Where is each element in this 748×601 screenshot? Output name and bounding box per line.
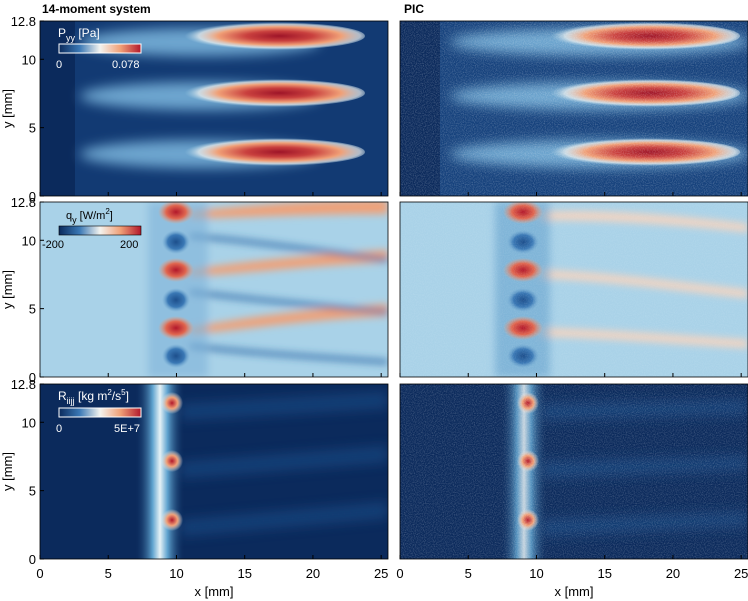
y-tick-label: 0 xyxy=(29,552,36,567)
x-tick-label: 20 xyxy=(306,566,320,581)
colorbar-riijj-label: Riijj [kg m2/s5] xyxy=(58,388,129,406)
x-tick-label: 10 xyxy=(169,566,183,581)
y-tick-label: 10 xyxy=(22,52,36,67)
colorbar-pyy: Pyy [Pa] 0 0.078 xyxy=(56,26,142,71)
y-axis-label: y [mm] xyxy=(0,270,15,309)
y-tick-label: 5 xyxy=(29,484,36,499)
panel-qy-pic xyxy=(400,202,748,377)
colorbar-qy-max: 200 xyxy=(120,239,138,251)
x-tick-label: 25 xyxy=(374,566,388,581)
panel-riijj-14moment xyxy=(40,384,388,559)
panel-frame xyxy=(39,20,389,197)
colorbar-pyy-max: 0.078 xyxy=(112,59,140,71)
y-axis-label: y [mm] xyxy=(0,89,15,128)
x-tick-label: 5 xyxy=(465,566,472,581)
x-tick-label: 15 xyxy=(237,566,251,581)
x-axis-label: x [mm] xyxy=(555,584,594,599)
y-tick-label: 12.8 xyxy=(11,377,36,392)
x-tick-label: 10 xyxy=(529,566,543,581)
panel-pyy-pic xyxy=(400,21,748,196)
x-tick-label: 25 xyxy=(734,566,748,581)
colorbar-qy-label: qy [W/m2] xyxy=(66,207,113,225)
panel-pyy-14moment xyxy=(40,21,388,196)
y-tick-label: 12.8 xyxy=(11,195,36,210)
panel-frame xyxy=(399,201,748,378)
y-tick-label: 0 xyxy=(29,370,36,385)
x-tick-label: 15 xyxy=(597,566,611,581)
left-title: 14-moment system xyxy=(42,2,151,16)
panel-frame xyxy=(399,20,748,197)
axes: 0 5 10 12.8 y [mm] 0 5 10 12.8 y [mm] 0 5 10 12.8 y [m… xyxy=(0,14,748,599)
x-axis-label: x [mm] xyxy=(195,584,234,599)
panel-frame xyxy=(39,383,389,560)
y-tick-label: 0 xyxy=(29,189,36,204)
panel-frame xyxy=(39,201,389,378)
colorbar-pyy-label: Pyy [Pa] xyxy=(58,26,100,43)
x-tick-label: 0 xyxy=(396,566,403,581)
panel-frame xyxy=(399,383,748,560)
pyy-lobes xyxy=(175,22,365,166)
qy-spots xyxy=(158,202,194,368)
y-tick-label: 5 xyxy=(29,121,36,136)
y-tick-label: 10 xyxy=(22,415,36,430)
right-title: PIC xyxy=(404,2,424,16)
y-axis-label: y [mm] xyxy=(0,452,15,491)
colorbar-riijj-max: 5E+7 xyxy=(114,423,140,435)
y-tick-label: 12.8 xyxy=(11,14,36,29)
panel-riijj-pic xyxy=(400,384,748,559)
colorbar-pyy-min: 0 xyxy=(56,59,62,71)
colorbar-qy: qy [W/m2] -200 200 xyxy=(42,207,142,251)
colorbar-riijj: Riijj [kg m2/s5] 0 5E+7 xyxy=(56,388,142,435)
y-tick-label: 5 xyxy=(29,302,36,317)
x-tick-label: 20 xyxy=(666,566,680,581)
colorbar-qy-min: -200 xyxy=(42,239,64,251)
riijj-spots xyxy=(161,392,183,531)
x-tick-label: 0 xyxy=(36,566,43,581)
y-tick-label: 10 xyxy=(22,233,36,248)
x-tick-label: 5 xyxy=(105,566,112,581)
colorbar-riijj-min: 0 xyxy=(56,423,62,435)
